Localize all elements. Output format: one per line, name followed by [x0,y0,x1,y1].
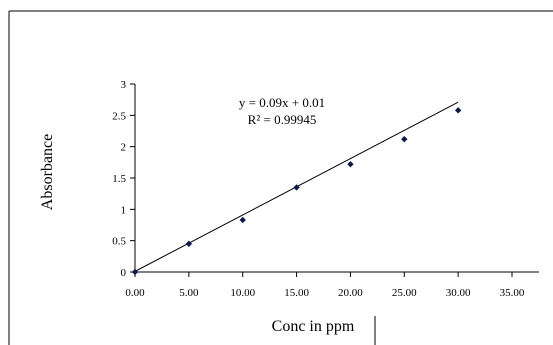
y-tick-label: 1.5 [112,173,126,185]
trendline-equation: y = 0.09x + 0.01 [239,95,325,110]
x-tick-label: 15.00 [284,287,309,299]
data-point [131,268,139,276]
y-tick-label: 0.5 [112,236,126,248]
data-point [239,216,246,224]
r-squared-label: R² = 0.99945 [248,112,317,127]
y-tick-label: 3 [121,79,127,91]
x-axis-title: Conc in ppm [272,318,355,335]
x-tick-label: 10.00 [230,287,255,299]
x-tick-label: 35.00 [500,287,525,299]
data-point [185,240,193,247]
x-tick-label: 30.00 [446,287,471,299]
data-point [293,184,300,191]
y-tick-label: 1 [121,204,127,216]
x-tick-label: 0.00 [125,287,145,299]
y-tick-label: 0 [121,267,127,279]
y-ticks: 0 0.5 1 1.5 2 2.5 3 [112,79,135,279]
data-points [131,107,462,276]
y-axis-title: Absorbance [39,134,56,210]
y-tick-label: 2.5 [112,110,126,122]
y-tick-label: 2 [121,142,127,154]
x-ticks: 0.00 5.00 10.00 15.00 20.00 25.00 30.00 35.00 [125,272,525,299]
x-tick-label: 20.00 [338,287,363,299]
data-point [347,161,354,168]
x-tick-label: 25.00 [392,287,417,299]
x-tick-label: 5.00 [179,287,199,299]
data-point [454,107,462,114]
data-point [401,135,408,143]
